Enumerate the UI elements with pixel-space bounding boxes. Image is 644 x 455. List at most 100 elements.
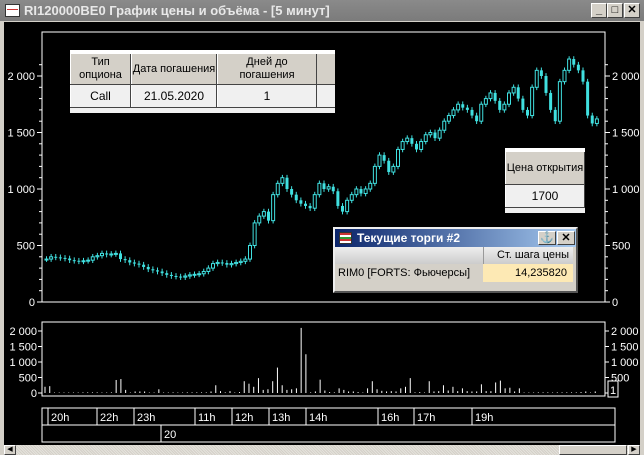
candle (354, 188, 359, 196)
candle (391, 165, 396, 173)
anchor-pin-button[interactable]: ⚓ (538, 231, 556, 245)
candle (187, 274, 192, 277)
candle (225, 263, 229, 265)
candle (423, 134, 428, 143)
trades-close-button[interactable]: ✕ (557, 231, 575, 245)
candle (197, 273, 202, 276)
price-tick-label-left: 500 (17, 241, 35, 253)
candle (44, 258, 49, 261)
candle (507, 92, 511, 105)
candle (54, 256, 58, 258)
candle (446, 115, 451, 122)
hour-label: 22h (100, 412, 118, 424)
candle (521, 98, 525, 110)
price-tick-label-left: 1 500 (7, 128, 35, 140)
candle (174, 276, 178, 278)
volume-tick-label-right: 1 500 (611, 342, 639, 354)
candle (206, 267, 211, 272)
candle (400, 141, 405, 150)
candle (68, 258, 72, 261)
header-open-price: Цена открытия (505, 152, 585, 184)
candle (419, 141, 424, 150)
candle (304, 203, 307, 206)
candle (100, 252, 104, 257)
price-tick-label-right: 500 (612, 241, 630, 253)
candle (49, 256, 54, 260)
candle (77, 260, 81, 262)
scroll-left-button[interactable]: ◀ (4, 445, 16, 455)
volume-scale-badge (607, 380, 619, 398)
candle (526, 109, 529, 116)
candle (428, 132, 433, 136)
open-price-value: 1700 (505, 185, 585, 207)
candle (511, 86, 516, 94)
candle (549, 92, 553, 110)
option-info-table: Тип опциона Дата погашения Дней до погаш… (70, 50, 335, 113)
table-icon (339, 232, 352, 244)
candle (331, 186, 335, 192)
candle (257, 215, 262, 224)
scroll-thumb[interactable] (559, 445, 627, 455)
candle (146, 266, 150, 270)
price-volume-chart[interactable]: 0 0 500 500 1 000 1 000 1 500 1 500 2 000 2 000 0 5… (4, 22, 640, 446)
candle (557, 81, 562, 122)
candle (215, 261, 220, 265)
candle (415, 143, 418, 150)
candle (119, 253, 122, 260)
candle (294, 194, 298, 201)
candle (586, 81, 590, 116)
header-option-type: Тип опциона (70, 54, 131, 84)
header-days-to-expiry: Дней до погашения (217, 54, 317, 84)
horizontal-scrollbar[interactable]: ◀ ▶ (4, 445, 640, 455)
current-trades-window[interactable]: Текущие торги #2 ⚓ ✕ Ст. шага цены RIM0 … (333, 227, 578, 293)
candle (437, 129, 442, 139)
candle (567, 58, 572, 71)
candle (451, 109, 456, 117)
candle (456, 103, 461, 111)
trades-title-bar[interactable]: Текущие торги #2 ⚓ ✕ (335, 229, 576, 247)
candle (387, 160, 391, 173)
candle (530, 86, 535, 117)
candle (243, 258, 248, 262)
days-to-expiry-value: 1 (217, 85, 317, 107)
hour-label: 20h (51, 412, 69, 424)
scroll-right-button[interactable]: ▶ (628, 445, 640, 455)
option-type-value: Call (70, 85, 131, 107)
candle (359, 189, 363, 194)
candle (576, 64, 580, 71)
header-expiry-date: Дата погашения (131, 54, 217, 84)
candle (280, 177, 285, 184)
volume-tick-label-left: 500 (19, 373, 37, 385)
candle (498, 100, 502, 110)
maximize-button[interactable]: □ (607, 3, 623, 18)
day-label: 20 (164, 429, 176, 441)
candle (410, 138, 414, 144)
candle (285, 177, 289, 189)
candle (109, 253, 114, 256)
candle (58, 257, 62, 259)
price-step-value[interactable]: 14,235820 (483, 264, 573, 282)
candle (479, 103, 484, 122)
volume-tick-label-right: 2 000 (611, 326, 639, 338)
candle (156, 270, 159, 272)
minimize-button[interactable]: _ (591, 3, 607, 18)
candle (534, 69, 539, 88)
candle (252, 222, 257, 246)
column-header-price-step[interactable]: Ст. шага цены (483, 247, 573, 264)
candle (396, 148, 400, 167)
close-button[interactable]: ✕ (624, 3, 640, 18)
candle (368, 182, 373, 190)
candle (465, 107, 469, 110)
candle (165, 273, 169, 275)
instrument-name[interactable]: RIM0 [FORTS: Фьючерсы] (338, 267, 471, 279)
candle (539, 70, 543, 76)
candle (238, 260, 243, 263)
open-price-table: Цена открытия 1700 (505, 148, 585, 213)
candle (488, 92, 493, 100)
candle (317, 182, 322, 196)
volume-tick-label-left: 0 (31, 388, 37, 400)
candle (275, 182, 280, 196)
candle (553, 109, 557, 122)
candle (572, 59, 576, 65)
candle (326, 186, 331, 190)
